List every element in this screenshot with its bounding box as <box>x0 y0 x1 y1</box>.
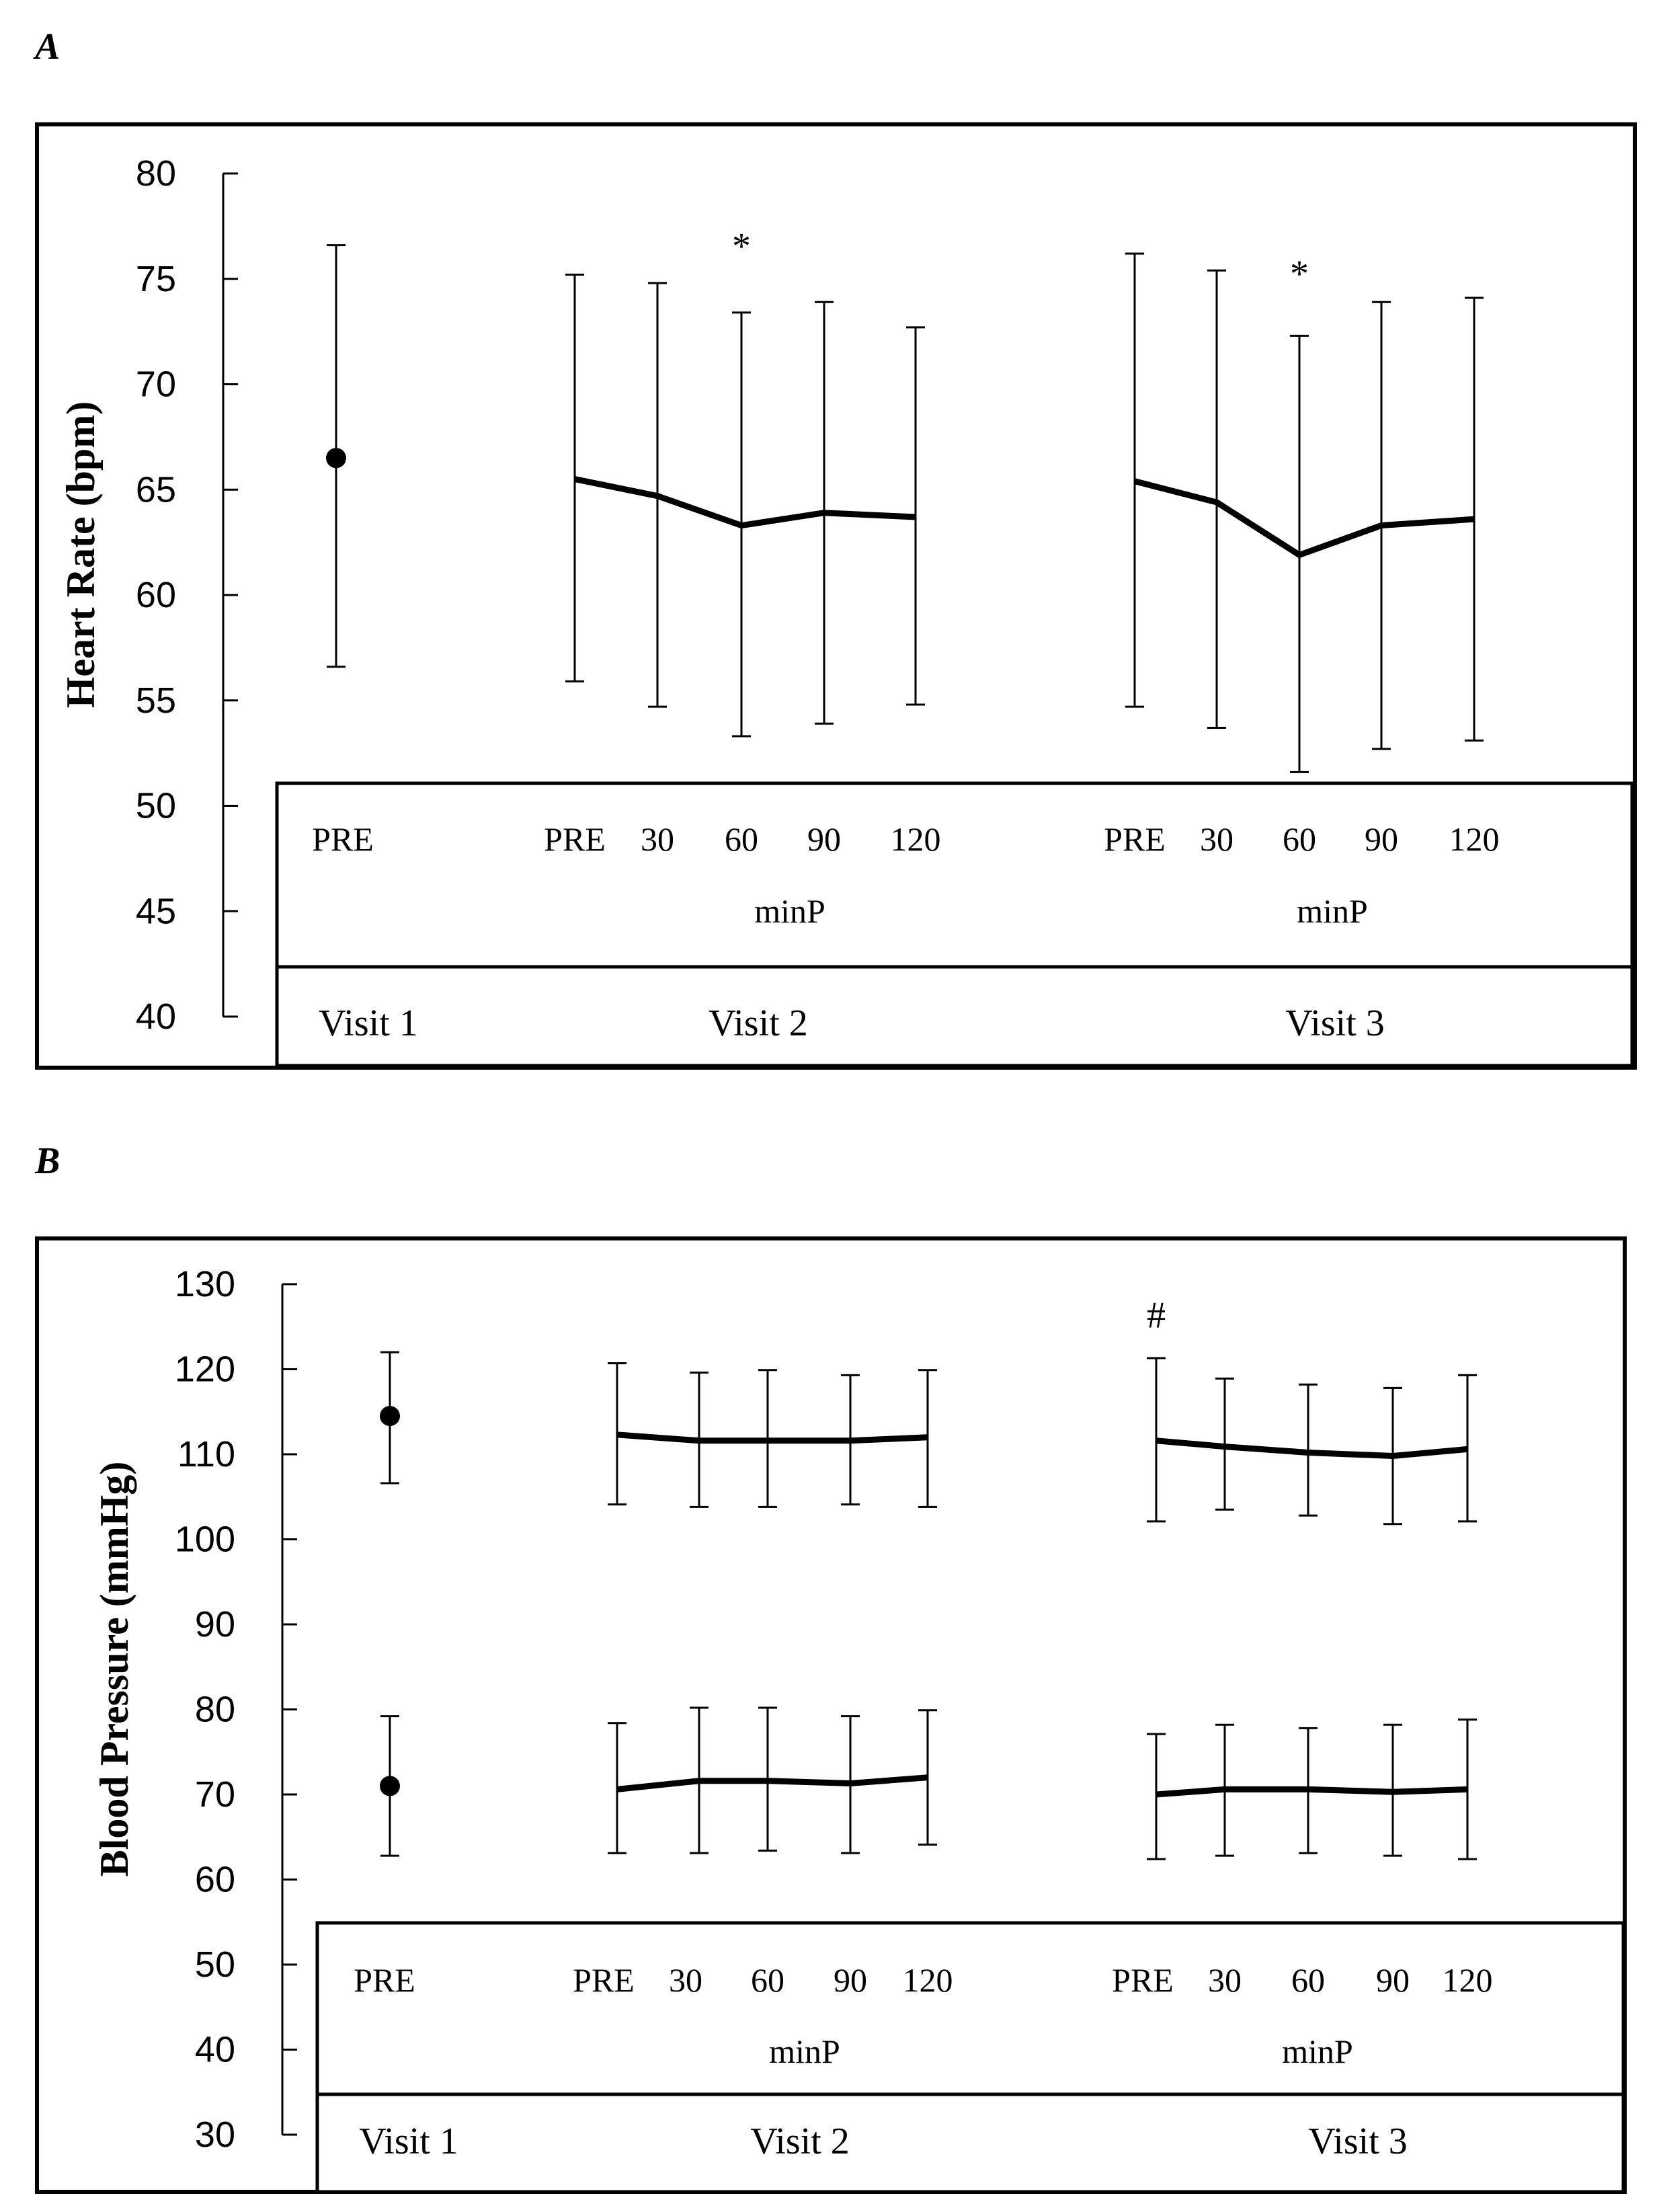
x-category-label: 120 <box>891 820 941 858</box>
visit-label: Visit 2 <box>750 2121 850 2162</box>
significance-marker: * <box>1290 253 1309 294</box>
y-tick-label: 80 <box>136 153 176 194</box>
x-category-label: 90 <box>1376 1961 1410 1999</box>
y-axis-title: Blood Pressure (mmHg) <box>92 1462 136 1877</box>
category-table <box>275 781 1634 1068</box>
x-category-label: 30 <box>1208 1961 1242 1999</box>
series-line <box>616 1774 928 1792</box>
y-tick-label: 55 <box>136 680 176 721</box>
x-category-label: 60 <box>1283 820 1316 858</box>
minP-label: minP <box>769 2032 840 2070</box>
y-tick-label: 70 <box>195 1774 235 1815</box>
x-category-label: 90 <box>1365 820 1398 858</box>
x-category-label: 60 <box>725 820 758 858</box>
data-point <box>326 448 346 469</box>
y-tick-label: 30 <box>195 2115 235 2155</box>
x-category-label: 30 <box>641 820 674 858</box>
minP-label: minP <box>1297 892 1368 930</box>
data-point <box>380 1406 400 1427</box>
series-line <box>1133 478 1475 558</box>
y-tick-label: 110 <box>177 1434 235 1474</box>
y-tick-label: 70 <box>136 364 176 405</box>
panel-letter: A <box>33 26 60 68</box>
x-category-label: 120 <box>1449 820 1500 858</box>
x-category-label: 60 <box>751 1961 784 1999</box>
y-tick-label: 80 <box>195 1690 235 1730</box>
x-category-label: PRE <box>354 1961 415 1999</box>
series-line <box>1156 1437 1468 1460</box>
panel-frame <box>35 122 1637 1070</box>
series-line <box>1156 1786 1468 1798</box>
significance-marker: # <box>1147 1294 1166 1336</box>
y-tick-label: 60 <box>136 575 176 615</box>
y-tick-label: 45 <box>136 891 176 931</box>
series-line <box>574 476 916 529</box>
x-category-label: PRE <box>544 820 606 858</box>
x-category-label: 90 <box>834 1961 867 1999</box>
y-tick-label: 65 <box>136 469 176 510</box>
y-tick-label: 40 <box>136 996 176 1037</box>
x-category-label: PRE <box>573 1961 635 1999</box>
y-tick-label: 60 <box>195 1860 235 1900</box>
x-category-label: 90 <box>807 820 841 858</box>
x-category-label: PRE <box>312 820 374 858</box>
y-tick-label: 130 <box>175 1264 235 1304</box>
y-axis-title: Heart Rate (bpm) <box>58 401 103 709</box>
significance-marker: * <box>732 226 751 268</box>
panel-letter: B <box>34 1140 60 1182</box>
visit-label: Visit 1 <box>319 1002 418 1044</box>
series-line <box>616 1431 928 1444</box>
x-category-label: PRE <box>1112 1961 1174 1999</box>
x-category-label: 30 <box>669 1961 702 1999</box>
y-tick-label: 50 <box>136 786 176 826</box>
y-tick-label: 50 <box>195 1944 235 1985</box>
y-tick-label: 120 <box>175 1349 235 1390</box>
category-table <box>315 1921 1625 2194</box>
x-category-label: 120 <box>1443 1961 1493 1999</box>
data-point <box>380 1776 400 1796</box>
y-tick-label: 40 <box>195 2030 235 2070</box>
visit-label: Visit 2 <box>709 1002 808 1044</box>
y-tick-label: 100 <box>175 1519 235 1560</box>
visit-label: Visit 1 <box>359 2121 458 2162</box>
x-category-label: 120 <box>903 1961 953 1999</box>
x-category-label: PRE <box>1104 820 1166 858</box>
minP-label: minP <box>1282 2032 1353 2070</box>
minP-label: minP <box>754 892 825 930</box>
y-tick-label: 75 <box>136 259 176 299</box>
y-tick-label: 90 <box>195 1604 235 1645</box>
visit-label: Visit 3 <box>1285 1002 1385 1044</box>
x-category-label: 60 <box>1291 1961 1325 1999</box>
x-category-label: 30 <box>1200 820 1233 858</box>
visit-label: Visit 3 <box>1308 2121 1408 2162</box>
